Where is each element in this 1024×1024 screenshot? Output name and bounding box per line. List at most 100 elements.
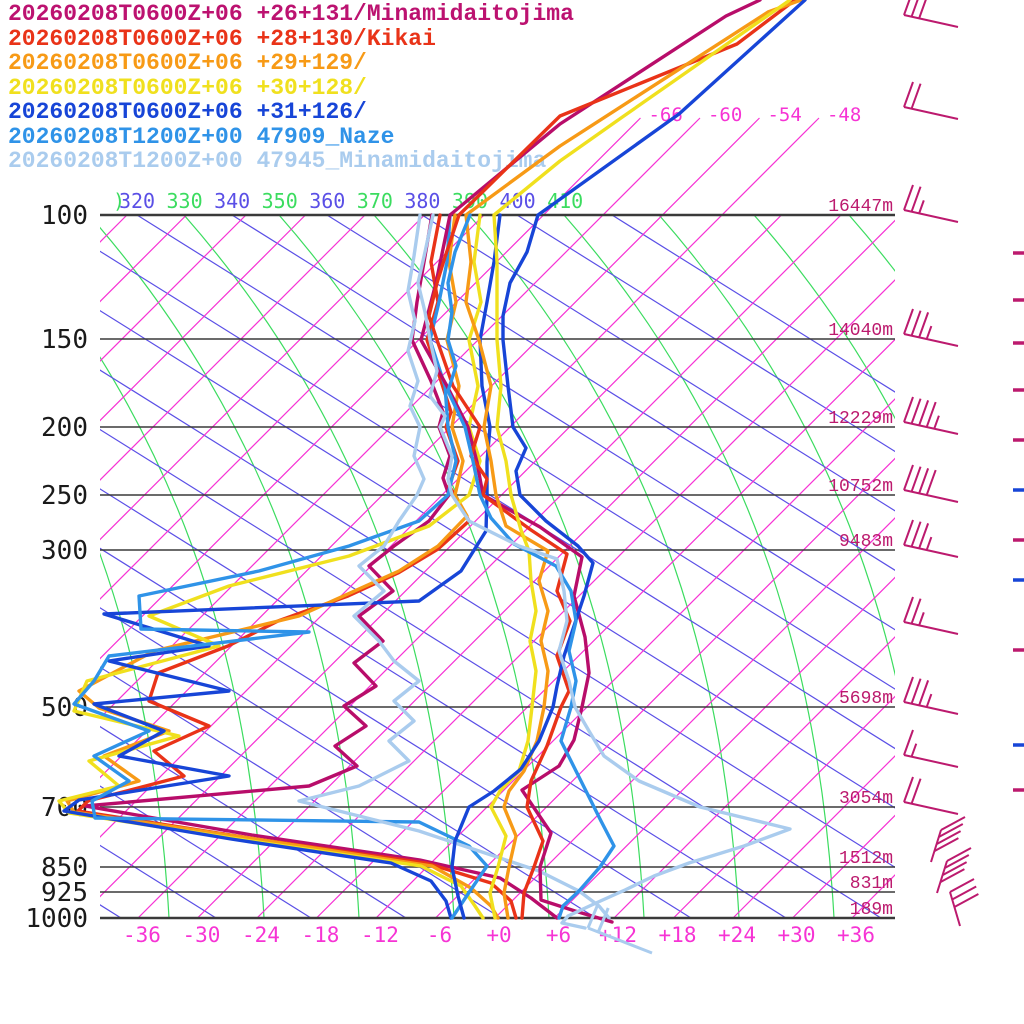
wind-barb	[903, 519, 959, 558]
surface-wind-barb	[586, 903, 653, 955]
pressure-label: 150	[41, 325, 88, 355]
height-label: 9483m	[839, 532, 893, 552]
dry-adiabat-line	[100, 250, 895, 750]
wind-barb-feather	[910, 743, 918, 758]
moist-adiabat-line	[373, 215, 645, 918]
isotherm-line	[613, 636, 895, 918]
wind-barb-feather	[903, 729, 914, 756]
temperature-label: +30	[778, 923, 816, 947]
isotherm-line	[673, 695, 895, 918]
wind-barb-feather	[951, 885, 977, 901]
temperature-label: -6	[427, 923, 452, 947]
wind-barb-feather	[903, 396, 914, 423]
legend-entry: 20260208T0600Z+06 +31+126/	[8, 99, 367, 125]
wind-barb	[903, 81, 959, 120]
wind-barb-feather	[910, 186, 922, 213]
wind-barb-column	[903, 0, 979, 927]
wind-barb-feather	[910, 678, 922, 705]
wind-barb-feather	[918, 523, 930, 549]
temperature-label: +24	[718, 923, 756, 947]
edge-tick-marks	[1013, 251, 1024, 792]
wind-barb-feather	[910, 778, 922, 805]
isotherm-line	[100, 215, 485, 600]
wind-barb	[930, 816, 966, 863]
upper-isotherm-label: -60	[708, 104, 742, 126]
wind-barb-feather	[942, 861, 968, 876]
height-label: 831m	[850, 874, 893, 894]
wind-barb-feather	[953, 893, 979, 908]
wind-barb	[903, 396, 959, 435]
minamidaitojima-fcst-temperature-trace	[419, 0, 762, 924]
isotherm-line	[256, 279, 895, 918]
legend-entry: 20260208T1200Z+00 47945_Minamidaitojima	[8, 148, 547, 174]
wind-barb-feather	[925, 469, 937, 496]
pressure-label: 250	[41, 481, 88, 511]
moist-adiabat-line	[563, 215, 835, 918]
wind-barb-feather	[949, 878, 975, 893]
wind-barb-shaft	[903, 333, 959, 347]
wind-barb	[903, 0, 959, 28]
height-label: 5698m	[839, 689, 893, 709]
pressure-label: 850	[41, 853, 88, 883]
isotherm-line	[316, 338, 895, 918]
wind-barb-feather	[918, 200, 925, 214]
moist-adiabat-line	[100, 226, 360, 918]
wind-barb	[903, 464, 959, 503]
wind-barb-feather	[946, 847, 972, 862]
sounding-traces	[57, 0, 807, 930]
dry-adiabat-line	[611, 215, 895, 393]
pressure-label: 100	[41, 201, 88, 231]
moist-adiabat-line	[100, 552, 170, 918]
dry-adiabat-line	[516, 215, 895, 453]
minamidaitojima-fcst-dewpoint-trace	[83, 213, 559, 920]
temperature-label: +18	[659, 923, 697, 947]
theta-label-row: )320 330 340 350 360 370 380 390 400 410	[113, 189, 583, 213]
isotherm-line	[912, 215, 1024, 918]
theta-label: 380	[404, 189, 440, 213]
wind-barb-feather	[903, 464, 914, 491]
wind-barb-shaft	[930, 829, 942, 863]
wind-barb-feather	[925, 693, 933, 708]
isotherm-line	[554, 576, 895, 918]
temperature-label: +0	[486, 923, 511, 947]
height-label: 1512m	[839, 849, 893, 869]
labeled-isotherm-grid	[100, 117, 820, 838]
wind-barb-shaft	[903, 209, 959, 223]
wind-barb-feather	[903, 676, 914, 703]
wind-barb-feather	[903, 776, 914, 803]
wind-barb-feather	[903, 519, 914, 546]
isotherm-grid	[100, 215, 1024, 918]
wind-barb-feather	[910, 521, 922, 548]
wind-barb-feather	[903, 596, 914, 623]
moist-adiabat-line	[100, 356, 265, 918]
dry-adiabat-line	[100, 607, 597, 918]
moist-adiabat-line	[468, 215, 740, 918]
wind-barb-feather	[910, 598, 922, 625]
legend-entry: 20260208T0600Z+06 +28+130/Kikai	[8, 25, 436, 52]
wind-barb-feather	[925, 325, 933, 340]
height-label: 16447m	[828, 197, 893, 217]
legend-entry: 20260208T0600Z+06 +29+129/	[8, 50, 367, 76]
wind-barb-shaft	[903, 621, 959, 635]
dry-adiabat-line	[100, 666, 502, 918]
theta-label: 360	[309, 189, 345, 213]
wind-barb	[949, 878, 979, 927]
fcst-29-129-temperature-trace	[464, 0, 803, 920]
dry-adiabat-line	[100, 488, 787, 918]
isotherm-line	[100, 215, 247, 362]
pressure-label: 300	[41, 536, 88, 566]
upper-isotherm-label: -54	[767, 104, 801, 126]
wind-barb-feather	[586, 903, 600, 929]
wind-barb-feather	[596, 907, 610, 933]
temperature-label: -12	[361, 923, 399, 947]
wind-barb-shaft	[903, 106, 959, 120]
isotherm-line	[494, 517, 895, 918]
legend-entry: 20260208T1200Z+00 47909_Naze	[8, 123, 395, 150]
theta-label: 350	[262, 189, 298, 213]
dry-adiabat-line	[136, 215, 895, 690]
kikai-fcst-temperature-trace	[427, 0, 797, 920]
wind-barb-feather	[918, 0, 927, 19]
wind-barb-feather	[903, 0, 911, 16]
